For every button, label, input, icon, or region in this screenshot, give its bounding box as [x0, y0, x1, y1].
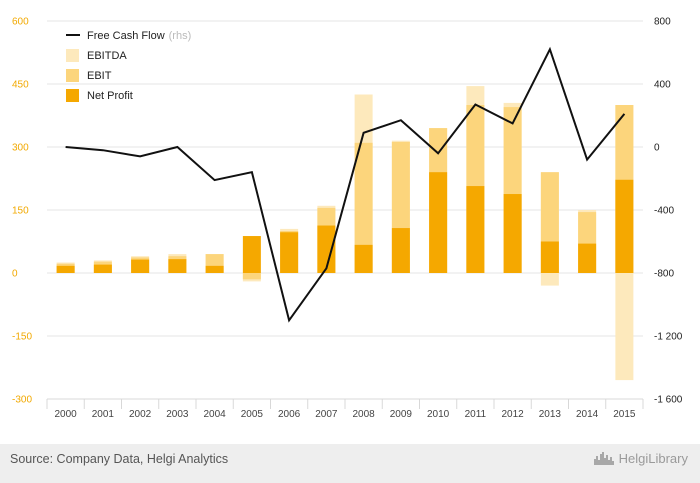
legend-rhs-suffix: (rhs)	[169, 30, 192, 42]
grid	[46, 20, 644, 409]
legend-label-free-cash-flow: Free Cash Flow (rhs)	[87, 30, 191, 42]
ebitda-bar-negative	[615, 273, 634, 381]
y2-tick-label: -1 200	[654, 332, 683, 343]
ebit-bar-negative	[242, 273, 261, 280]
net-profit-bar	[429, 172, 448, 273]
y-tick-label: 450	[12, 80, 29, 91]
legend: Free Cash Flow (rhs) EBITDA EBIT Net Profit	[66, 30, 191, 102]
y-tick-label: -300	[12, 395, 32, 406]
legend-label-net-profit: Net Profit	[87, 90, 133, 102]
net-profit-bar	[354, 244, 373, 273]
y-tick-label: 600	[12, 17, 29, 28]
x-tick-label: 2007	[315, 409, 338, 420]
x-tick-label: 2013	[539, 409, 562, 420]
legend-label-ebit: EBIT	[87, 70, 112, 82]
brand-text: HelgiLibrary	[618, 450, 688, 466]
net-profit-bar	[615, 179, 634, 273]
net-profit-bar	[540, 241, 559, 273]
brand-logo[interactable]: HelgiLibrary	[593, 450, 688, 466]
net-profit-bar	[131, 259, 150, 273]
city-skyline-icon	[593, 452, 614, 465]
y-tick-label: 150	[12, 206, 29, 217]
net-profit-bar	[317, 225, 336, 273]
net-profit-bar	[205, 265, 224, 273]
y2-tick-label: -400	[654, 206, 674, 217]
net-profit-bar	[280, 232, 299, 273]
source-text: Source: Company Data, Helgi Analytics	[10, 452, 229, 466]
net-profit-bar	[168, 259, 187, 273]
x-tick-label: 2001	[92, 409, 115, 420]
y-tick-label: -150	[12, 332, 32, 343]
legend-label-ebitda: EBITDA	[87, 50, 127, 62]
net-profit-bar	[56, 265, 75, 273]
legend-swatch-ebitda	[66, 49, 79, 62]
ebit-bar	[354, 142, 373, 273]
net-profit-bar	[578, 243, 597, 273]
y2-tick-label: 800	[654, 17, 671, 28]
legend-swatch-ebit	[66, 69, 79, 82]
x-tick-label: 2011	[465, 409, 487, 420]
bars	[56, 86, 634, 381]
y2-tick-label: 0	[654, 143, 660, 154]
y2-tick-label: -1 600	[654, 395, 683, 406]
legend-swatch-net-profit	[66, 89, 79, 102]
net-profit-bar	[93, 264, 112, 273]
y-tick-label: 300	[12, 143, 29, 154]
axes: 600 800 450 400 300 0 150 -400 0 -800 -150 -1 200 -3…	[12, 17, 683, 421]
x-tick-label: 2003	[166, 409, 189, 420]
x-tick-label: 2002	[129, 409, 152, 420]
x-tick-label: 2015	[613, 409, 636, 420]
y2-tick-label: 400	[654, 80, 671, 91]
x-tick-label: 2012	[502, 409, 525, 420]
x-tick-label: 2010	[427, 409, 450, 420]
free-cash-flow-line	[65, 46, 626, 323]
x-tick-label: 2005	[241, 409, 264, 420]
fcf-line-group	[65, 46, 626, 323]
x-tick-label: 2009	[390, 409, 413, 420]
footer: Source: Company Data, Helgi Analytics He…	[0, 444, 700, 483]
ebitda-bar-negative	[540, 273, 559, 286]
y-tick-label: 0	[12, 269, 18, 280]
net-profit-bar	[391, 228, 410, 273]
chart: 600 800 450 400 300 0 150 -400 0 -800 -150 -1 200 -3…	[12, 17, 683, 421]
x-tick-label: 2008	[353, 409, 376, 420]
x-tick-label: 2000	[55, 409, 78, 420]
net-profit-bar	[503, 194, 522, 273]
y2-tick-label: -800	[654, 269, 674, 280]
x-tick-label: 2014	[576, 409, 599, 420]
x-tick-label: 2006	[278, 409, 301, 420]
net-profit-bar	[466, 186, 485, 273]
x-tick-label: 2004	[204, 409, 227, 420]
net-profit-bar	[242, 236, 261, 273]
